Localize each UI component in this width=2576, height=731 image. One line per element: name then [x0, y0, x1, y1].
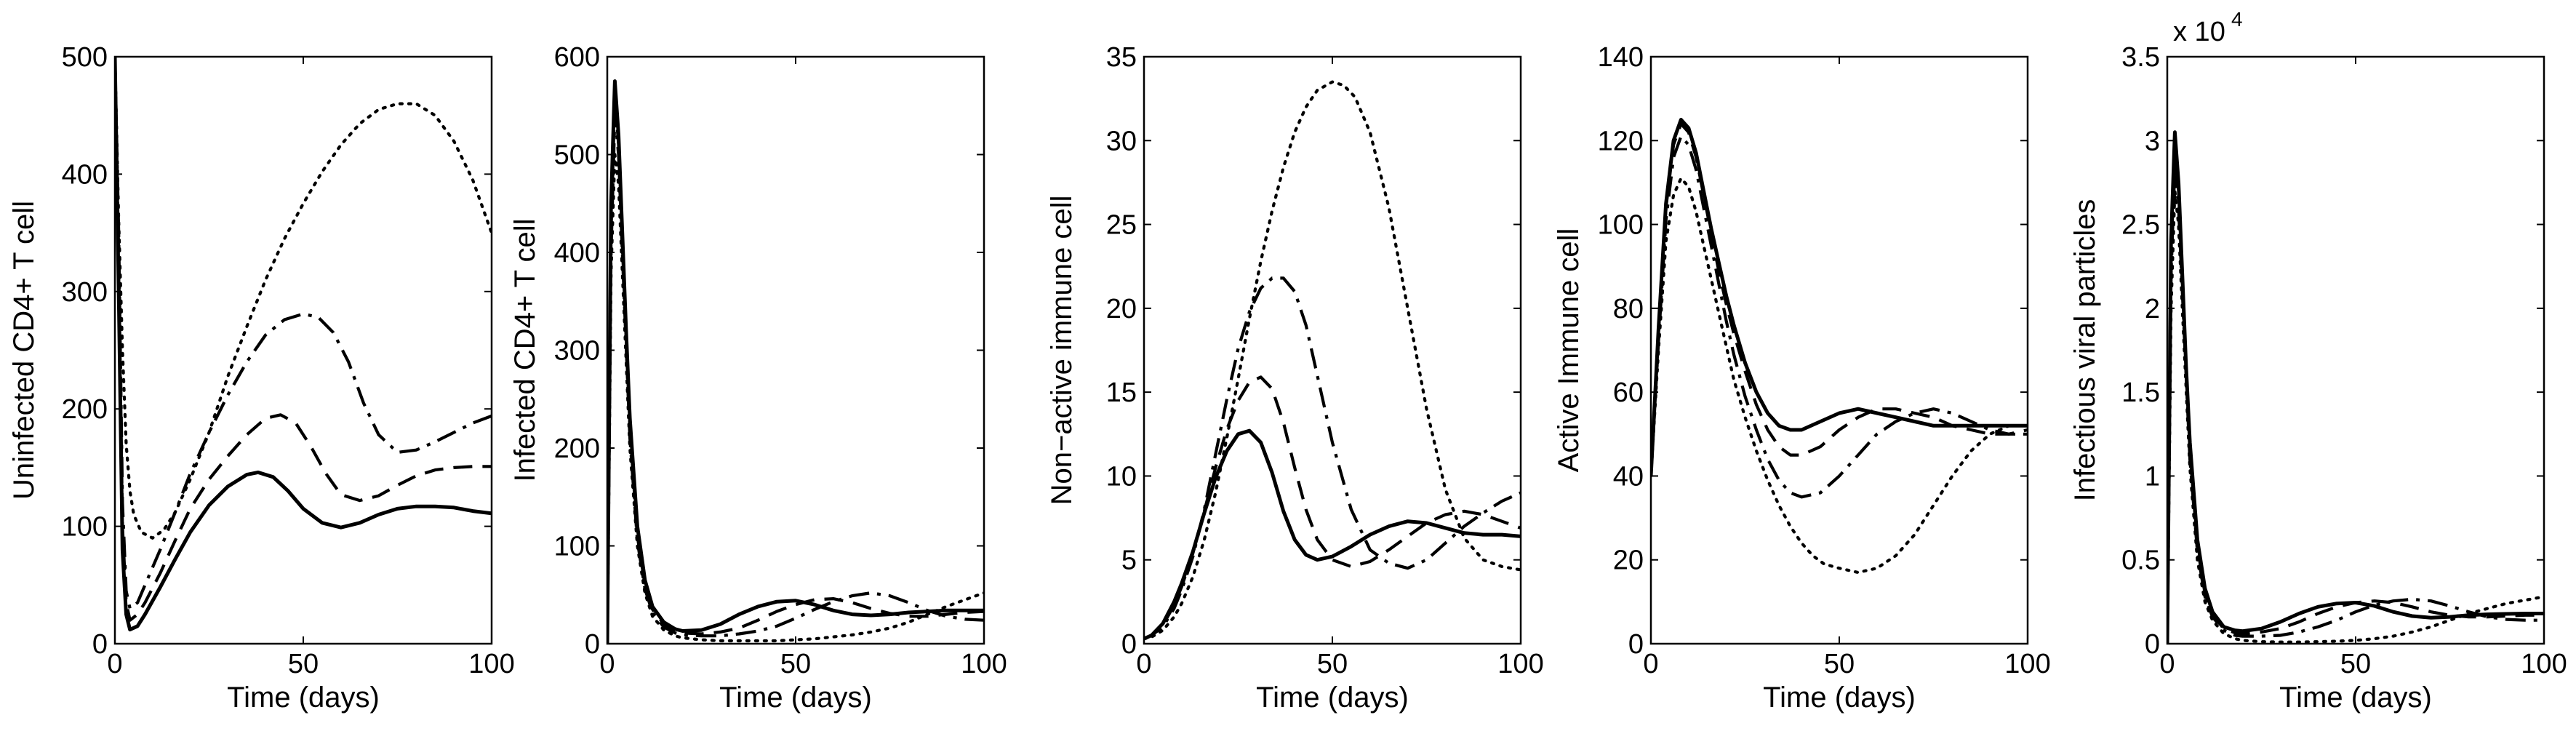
y-tick-label: 2: [2145, 294, 2160, 324]
y-tick-label: 1.5: [2121, 378, 2160, 408]
x-tick-label: 0: [107, 649, 122, 679]
series-line-dashdot: [1651, 135, 2028, 499]
y-tick-label: 3.5: [2121, 42, 2160, 73]
series-line-solid: [1144, 428, 1521, 641]
chart-panel-4: 0 50 100 0 20 40 60 80 100 120 140 Time (days) Activ…: [1553, 42, 2051, 714]
series-line-dashed: [1651, 122, 2028, 476]
y-tick-label: 200: [62, 394, 108, 425]
y-tick-label: 3: [2145, 126, 2160, 156]
x-tick-label: 100: [2521, 649, 2567, 679]
series-group: [2167, 130, 2544, 644]
x-tick-label: 50: [2340, 649, 2371, 679]
y-tick-label: 2.5: [2121, 210, 2160, 241]
x-tick-label: 0: [2159, 649, 2175, 679]
x-axis-label: Time (days): [2279, 682, 2432, 714]
chart-panel-2: 0 50 100 0 100 200 300 400 500 600 Time (days) Infe…: [509, 42, 1007, 714]
x-tick-label: 100: [468, 649, 514, 679]
y-tick-label: 80: [1613, 294, 1644, 324]
y-tick-label: 60: [1613, 378, 1644, 408]
y-axis-label: Infectious viral particles: [2069, 199, 2101, 502]
y-tick-label: 15: [1106, 378, 1137, 408]
y-tick-label: 25: [1106, 210, 1137, 241]
y-tick-label: 35: [1106, 42, 1137, 73]
y-tick-label: 300: [554, 336, 600, 367]
y-tick-label: 400: [62, 159, 108, 190]
series-group: [607, 79, 984, 644]
y-tick-label: 400: [554, 238, 600, 268]
x-tick-label: 0: [1136, 649, 1151, 679]
chart-panel-1: 0 50 100 0 100 200 300 400 500 Time (days) Uninfec…: [8, 42, 515, 714]
y-tick-label: 10: [1106, 461, 1137, 492]
series-line-dotted: [115, 57, 492, 540]
series-group: [1651, 118, 2028, 575]
series-line-dashed: [115, 57, 492, 622]
series-line-solid: [115, 57, 492, 632]
series-group: [1144, 80, 1521, 641]
y-tick-label: 40: [1613, 461, 1644, 492]
y-tick-label: 140: [1598, 42, 1644, 73]
x-tick-label: 100: [1497, 649, 1543, 679]
y-tick-label: 500: [554, 140, 600, 171]
series-line-dotted: [1144, 80, 1521, 641]
y-tick-label: 30: [1106, 126, 1137, 156]
x-tick-label: 100: [961, 649, 1007, 679]
series-line-dotted: [607, 153, 984, 644]
y-tick-label: 300: [62, 277, 108, 308]
y-tick-label: 100: [62, 512, 108, 543]
x-axis-label: Time (days): [1256, 682, 1409, 714]
y-tick-label: 100: [554, 532, 600, 562]
series-line-dashdot: [115, 57, 492, 610]
y-tick-label: 100: [1598, 210, 1644, 241]
y-tick-label: 0: [92, 629, 108, 660]
y-tick-label: 0: [2145, 629, 2160, 660]
y-axis-multiplier-exponent: 4: [2231, 8, 2243, 31]
y-axis-label: Infected CD4+ T cell: [509, 218, 541, 482]
x-axis-label: Time (days): [227, 682, 380, 714]
x-tick-label: 50: [288, 649, 319, 679]
x-tick-label: 0: [599, 649, 615, 679]
x-axis-label: Time (days): [1763, 682, 1916, 714]
series-line-dashdot: [1144, 276, 1521, 641]
y-tick-label: 200: [554, 434, 600, 464]
series-line-dotted: [2167, 189, 2544, 644]
x-axis-label: Time (days): [719, 682, 872, 714]
x-tick-label: 50: [1317, 649, 1348, 679]
series-line-dotted: [1651, 177, 2028, 575]
y-tick-label: 600: [554, 42, 600, 73]
chart-panel-5: 0 50 100 0 0.5 1 1.5 2 2.5 3 3.5 Time (days) Infecti…: [2069, 8, 2567, 714]
y-axis-label: Non−active immune cell: [1046, 196, 1078, 506]
y-axis-label: Uninfected CD4+ T cell: [8, 201, 40, 500]
chart-panel-3: 0 50 100 0 5 10 15 20 25 30 35 Time (days) Non−activ…: [1046, 42, 1544, 714]
y-axis-label: Active Immune cell: [1553, 228, 1585, 473]
series-group: [115, 57, 492, 632]
x-tick-label: 0: [1643, 649, 1658, 679]
y-axis-multiplier: x 10: [2173, 17, 2225, 47]
y-tick-label: 120: [1598, 126, 1644, 156]
y-tick-label: 0: [585, 629, 600, 660]
y-tick-label: 500: [62, 42, 108, 73]
x-tick-label: 50: [780, 649, 811, 679]
x-tick-label: 50: [1824, 649, 1855, 679]
series-line-dashdot: [607, 113, 984, 644]
series-line-solid: [1651, 118, 2028, 476]
y-tick-label: 1: [2145, 461, 2160, 492]
y-tick-label: 0: [1121, 629, 1137, 660]
y-tick-label: 20: [1613, 546, 1644, 576]
y-tick-label: 0.5: [2121, 546, 2160, 576]
y-tick-label: 20: [1106, 294, 1137, 324]
y-tick-label: 5: [1121, 546, 1137, 576]
y-tick-label: 0: [1628, 629, 1644, 660]
x-tick-label: 100: [2004, 649, 2050, 679]
series-line-dashed: [1144, 375, 1521, 641]
